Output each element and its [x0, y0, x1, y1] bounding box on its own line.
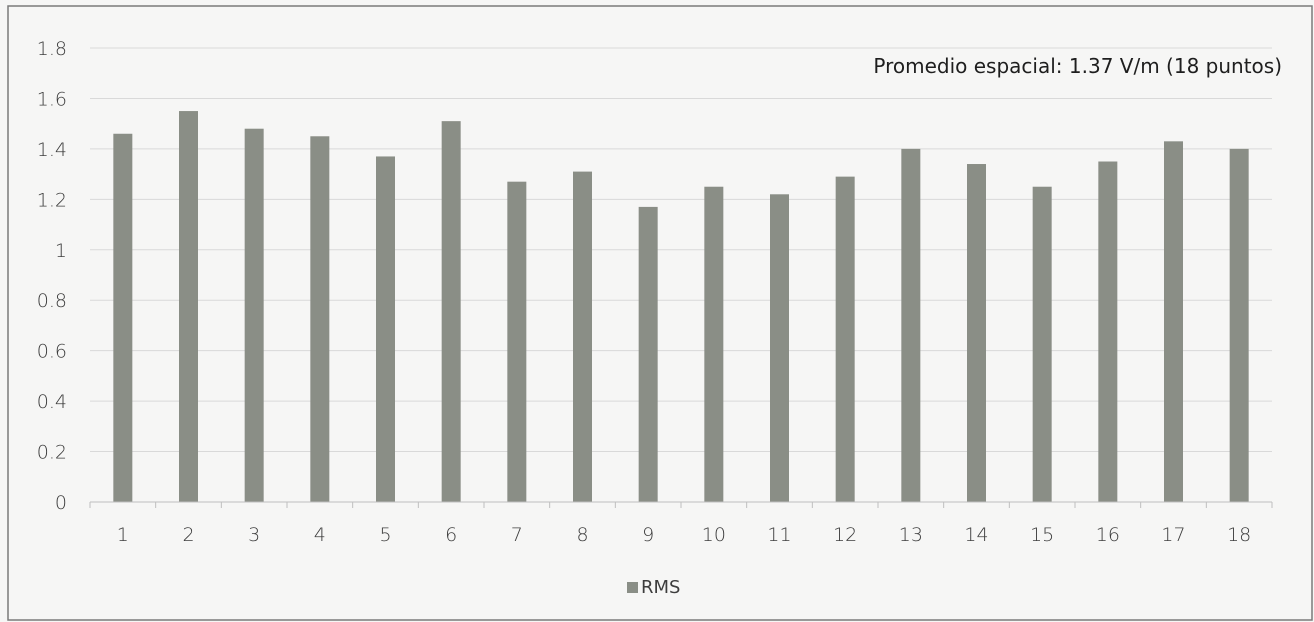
- y-tick-label: 1.6: [37, 88, 67, 110]
- x-tick-label: 10: [702, 524, 726, 546]
- x-tick-label: 17: [1161, 524, 1185, 546]
- bar-9: [638, 206, 658, 502]
- chart-frame: [7, 5, 1313, 621]
- x-tick-label: 16: [1096, 524, 1120, 546]
- y-tick-label: 1.8: [37, 38, 67, 60]
- bar-16: [1098, 161, 1118, 502]
- x-axis: [89, 501, 1273, 508]
- x-tick-label: 9: [642, 524, 654, 546]
- legend: RMS: [627, 577, 680, 598]
- x-tick-label: 6: [445, 524, 457, 546]
- bar-2: [179, 111, 198, 503]
- bar-1: [113, 133, 133, 502]
- x-tick-label: 7: [511, 524, 523, 546]
- x-tick-label: 2: [182, 524, 194, 546]
- x-tick-label: 14: [964, 524, 988, 546]
- y-tick-label: 0.2: [37, 442, 67, 464]
- x-tick-label: 12: [833, 524, 857, 546]
- bar-10: [704, 186, 724, 502]
- legend-label-rms: RMS: [641, 577, 680, 598]
- y-tick-label: 0: [55, 492, 67, 514]
- x-tick-label: 18: [1227, 524, 1251, 546]
- gridlines: [90, 47, 1272, 453]
- x-tick-label: 8: [576, 524, 588, 546]
- x-tick-label: 3: [248, 524, 260, 546]
- y-tick-label: 1.2: [37, 189, 67, 211]
- x-tick-label: 13: [899, 524, 923, 546]
- bar-4: [310, 136, 330, 502]
- x-tick-label: 15: [1030, 524, 1054, 546]
- bar-5: [376, 156, 395, 502]
- legend-swatch-rms: [627, 582, 638, 593]
- y-tick-label: 0.8: [37, 290, 67, 312]
- y-tick-label: 1.4: [37, 139, 67, 161]
- y-axis-tick-labels: 0 0.2 0.4 0.6 0.8 1 1.2 1.4 1.6 1.8: [37, 38, 67, 514]
- x-tick-label: 1: [117, 524, 129, 546]
- bar-12: [835, 176, 855, 502]
- bar-14: [967, 164, 986, 502]
- bar-17: [1164, 141, 1183, 503]
- bar-7: [507, 181, 527, 502]
- bar-6: [441, 121, 461, 503]
- spatial-average-annotation: Promedio espacial: 1.37 V/m (18 puntos): [873, 54, 1282, 78]
- x-axis-tick-labels: 1 2 3 4 5 6 7 8 9 10 11 12 13 14 15 16 17 18: [117, 524, 1251, 546]
- bars: [113, 111, 1249, 503]
- x-tick-label: 4: [314, 524, 326, 546]
- bar-18: [1229, 148, 1249, 502]
- y-tick-label: 1: [55, 240, 67, 262]
- bar-3: [244, 128, 264, 502]
- bar-15: [1032, 186, 1052, 502]
- y-tick-label: 0.6: [37, 341, 67, 363]
- bar-11: [770, 194, 789, 503]
- x-tick-label: 11: [767, 524, 791, 546]
- bar-13: [901, 148, 921, 502]
- x-tick-label: 5: [379, 524, 391, 546]
- bar-8: [573, 171, 592, 503]
- y-tick-label: 0.4: [37, 391, 67, 413]
